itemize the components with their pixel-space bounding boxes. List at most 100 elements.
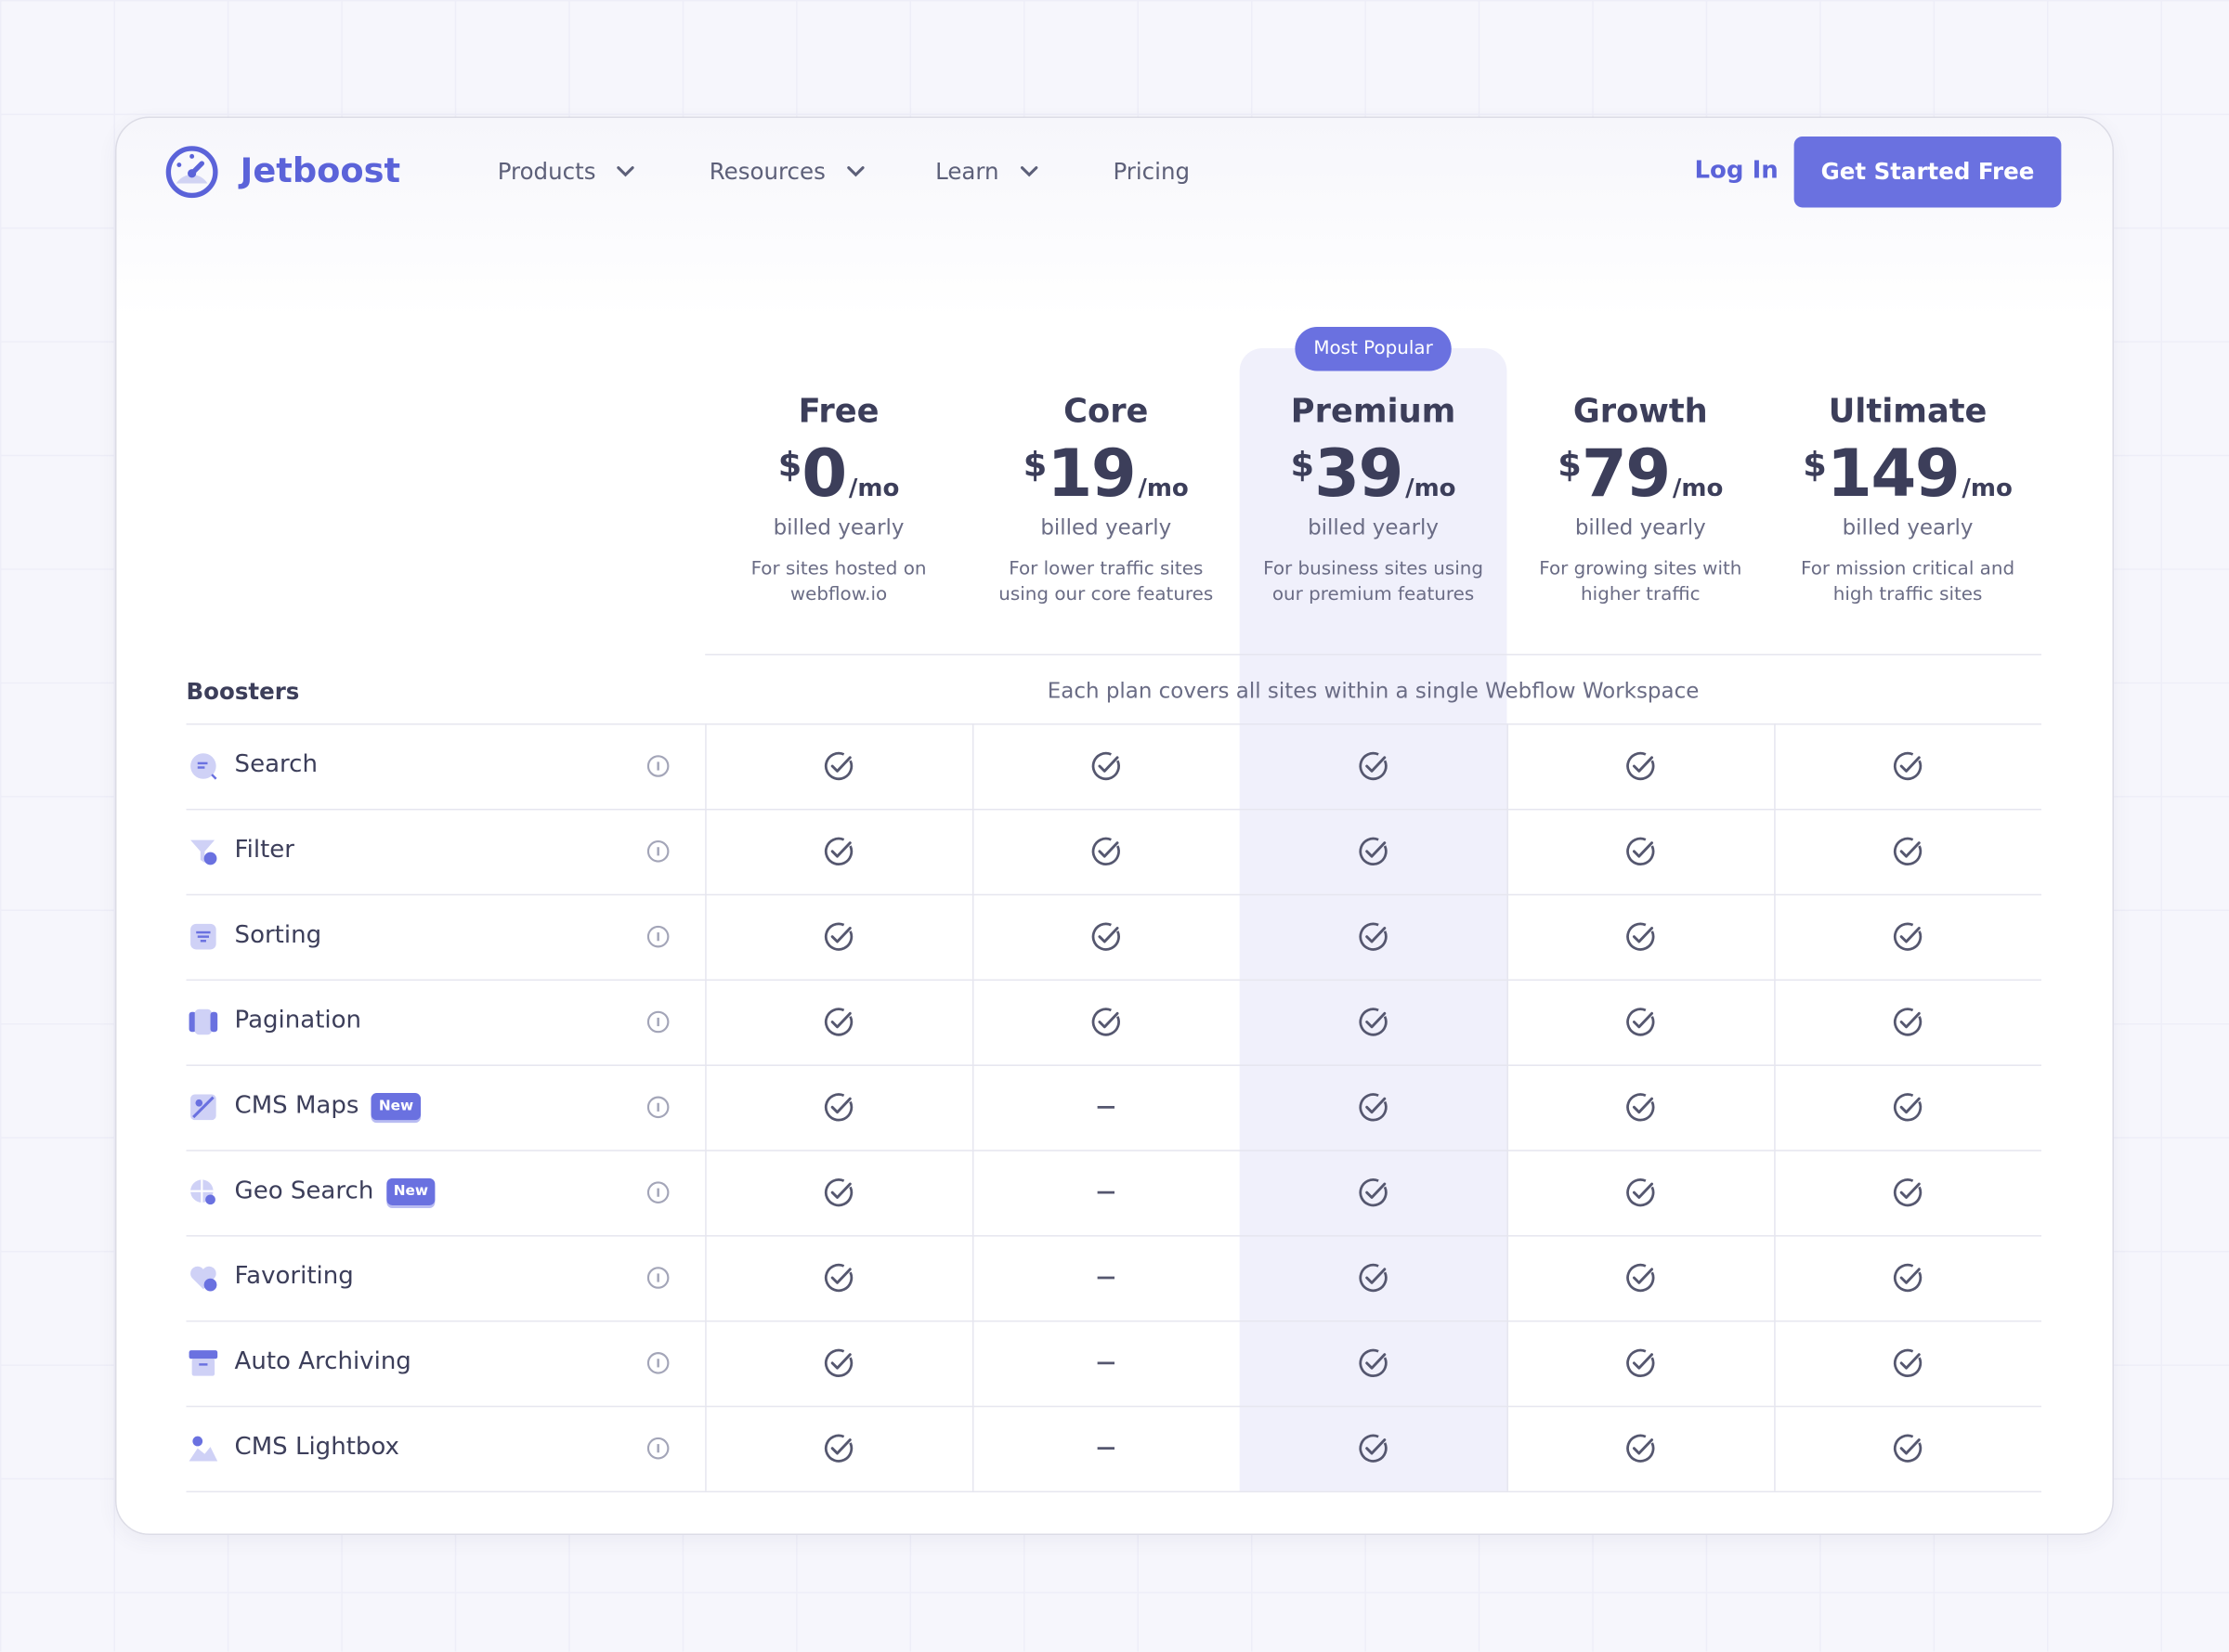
check-icon [1626,1093,1655,1122]
login-link[interactable]: Log In [1694,156,1779,185]
booster-name: Auto Archiving [234,1347,411,1376]
check-icon [1626,1178,1655,1207]
nav-link[interactable]: Pricing [1113,158,1190,185]
info-icon [646,840,670,863]
check-icon [1626,1008,1655,1036]
check-icon [1893,1348,1923,1377]
check-icon [1091,751,1120,781]
booster-icon [190,1179,215,1205]
column-divider [705,723,707,1491]
row-divider [186,808,2041,811]
row-divider [186,1150,2041,1151]
row-divider [186,1490,2041,1493]
plan-billing: billed yearly [1842,514,1974,540]
check-icon [1359,837,1388,865]
check-icon [1626,751,1655,781]
check-icon [1626,837,1655,865]
plan-description: For sites hosted on [750,558,927,580]
price-period: /mo [1405,475,1456,503]
check-icon [1893,1263,1923,1293]
booster-label: Sorting [235,921,322,950]
booster-name: Filter [234,835,295,865]
check-icon [1359,1008,1388,1036]
plan-name: Ultimate [1828,393,1988,431]
nav-label[interactable]: Learn [935,157,999,185]
check-icon [1359,1263,1388,1293]
check-icon [1893,922,1923,951]
plan-price: $149/mo [1774,435,2041,512]
column-divider [971,723,974,1491]
plan-name: Free [798,393,880,431]
booster-label: CMS Lightbox [235,1433,399,1462]
booster-icon [190,839,217,865]
price-currency: $ [1558,445,1582,485]
price-amount: 79 [1581,435,1671,513]
nav-link[interactable]: Learn [935,158,1038,185]
booster-icon [190,923,216,950]
check-icon [1626,1434,1655,1463]
nav-label[interactable]: Pricing [1113,157,1191,185]
chevron [1020,165,1037,176]
plan-billing: billed yearly [1574,514,1706,540]
plan-name: Premium [1290,393,1456,431]
row-divider [186,1064,2041,1066]
plan-billing: billed yearly [1040,514,1172,540]
check-icon [1893,751,1923,781]
booster-label: Filter [235,836,294,865]
booster-icon [190,1094,216,1121]
pricing-card [114,116,2115,1536]
cta-button[interactable]: Get Started Free [1793,136,2062,208]
table-divider [705,654,2041,656]
price-currency: $ [1290,445,1315,485]
plan-description: For business sites using [1263,558,1483,580]
nav-link[interactable]: Resources [710,158,866,185]
nav-label[interactable]: Resources [709,157,826,185]
plan-price: $39/mo [1240,435,1507,512]
chevron [617,165,634,176]
booster-icon [190,753,217,780]
info-icon [646,1010,670,1034]
plan-billing: billed yearly [773,514,905,540]
check-icon [1091,837,1120,865]
row-divider [186,893,2041,896]
price-currency: $ [1023,445,1048,485]
info-icon [646,1437,670,1460]
dash-icon [1097,1276,1114,1280]
row-divider [186,1235,2041,1237]
plan-description: For mission critical and [1801,558,2015,580]
plan-billing: billed yearly [1308,514,1440,540]
check-icon [1091,922,1120,951]
plan-price: $79/mo [1506,435,1774,512]
dash-icon [1097,1447,1114,1450]
table-title: Boosters [186,678,300,706]
dash-icon [1097,1190,1114,1194]
booster-label: Pagination [235,1007,362,1035]
check-icon [824,1434,854,1463]
check-icon [1359,1178,1388,1207]
plan-description: For growing sites with [1539,558,1742,580]
check-icon [824,837,854,865]
info-icon [646,755,670,777]
nav-label[interactable]: Products [497,157,596,185]
info-icon [646,1267,670,1289]
nav-link[interactable]: Products [498,158,636,185]
check-icon [824,1008,854,1036]
price-period: /mo [1138,475,1189,503]
check-icon [1359,1348,1388,1377]
check-icon [824,1348,854,1377]
logo-text: Jetboost [240,150,401,191]
check-icon [824,1178,854,1207]
info-icon [646,1096,670,1119]
booster-icon [190,1266,217,1292]
booster-label: Auto Archiving [235,1347,411,1376]
plan-description: higher traffic [1581,583,1701,605]
booster-name: Pagination [234,1006,362,1035]
column-divider [1774,723,1776,1491]
check-icon [1359,1093,1388,1122]
plan-description: For lower traffic sites [1009,558,1204,580]
row-divider [186,723,2041,725]
check-icon [1893,1178,1923,1207]
booster-icon [189,1008,218,1035]
